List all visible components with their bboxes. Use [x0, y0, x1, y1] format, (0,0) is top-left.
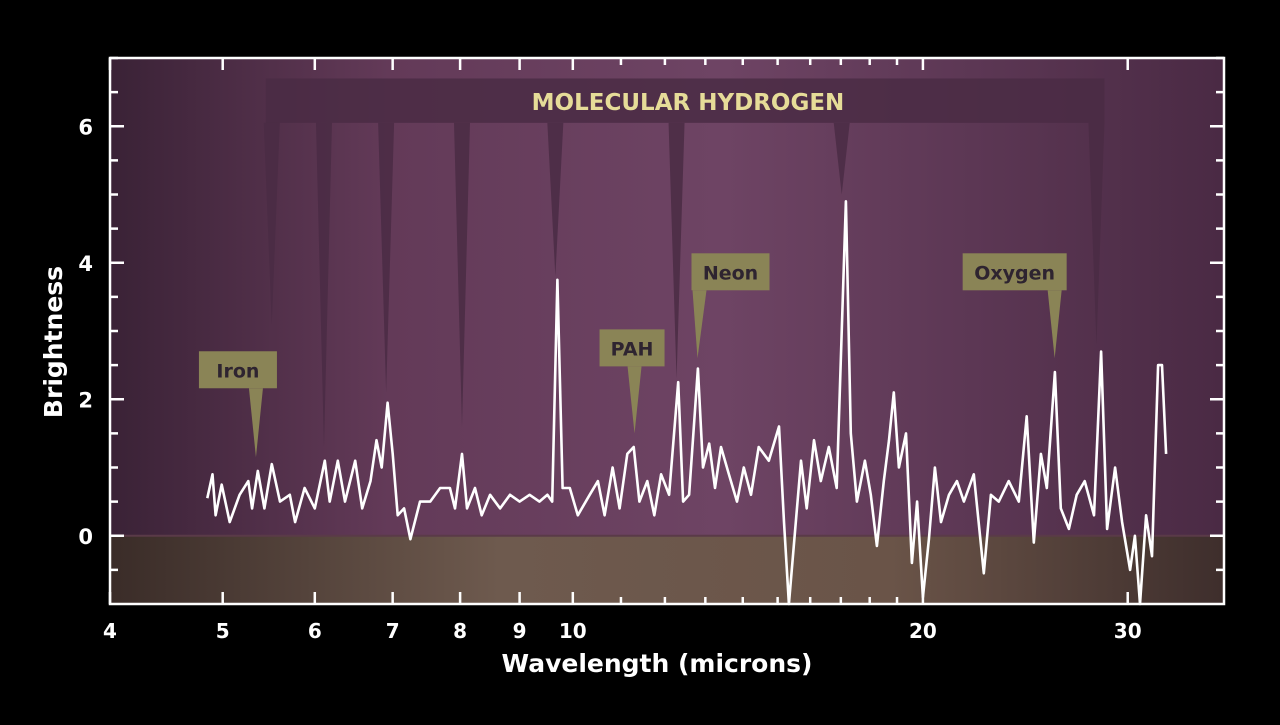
- x-axis-label: Wavelength (microns): [502, 649, 813, 678]
- y-tick-label: 6: [78, 115, 93, 139]
- annotation-oxygen: Oxygen: [962, 253, 1067, 359]
- label-box: [691, 253, 770, 291]
- x-tick-label: 20: [909, 619, 937, 643]
- molecular-hydrogen-bracket: [110, 78, 1224, 537]
- h2-line-marker: [668, 122, 685, 379]
- y-axis-label: Brightness: [39, 266, 68, 418]
- below-zero-band: [110, 535, 1224, 604]
- h2-line-marker: [315, 122, 332, 448]
- annotation-iron: Iron: [198, 351, 277, 458]
- h2-band: [265, 78, 1105, 123]
- annotation-neon: Neon: [691, 253, 770, 359]
- y-tick-label: 0: [78, 525, 93, 549]
- x-tick-label: 5: [216, 619, 230, 643]
- x-tick-label: 8: [453, 619, 467, 643]
- h2-line-marker: [263, 122, 280, 325]
- x-tick-label: 9: [513, 619, 527, 643]
- x-tick-label: 4: [103, 619, 117, 643]
- plot-frame: [108, 56, 1226, 606]
- annotation-pah: PAH: [599, 329, 665, 434]
- molecular-hydrogen-label: MOLECULAR HYDROGEN: [532, 90, 845, 116]
- y-tick-label: 2: [78, 388, 93, 412]
- label-pointer: [627, 366, 642, 434]
- h2-line-marker: [453, 122, 470, 427]
- annotation-label: Neon: [703, 262, 758, 284]
- label-box: [962, 253, 1067, 291]
- x-tick-label: 7: [386, 619, 400, 643]
- annotation-label: Oxygen: [974, 262, 1055, 284]
- label-pointer: [248, 388, 263, 458]
- label-pointer: [1047, 290, 1062, 359]
- annotation-label: Iron: [216, 360, 259, 382]
- x-tick-label: 6: [308, 619, 322, 643]
- x-tick-label: 10: [559, 619, 587, 643]
- label-box: [599, 329, 665, 367]
- h2-line-marker: [833, 122, 850, 195]
- y-tick-label: 4: [78, 252, 93, 276]
- annotation-label: PAH: [611, 338, 654, 360]
- h2-line-marker: [547, 122, 564, 277]
- x-tick-label: 30: [1114, 619, 1142, 643]
- plot-background: [110, 58, 1224, 604]
- h2-line-marker: [378, 122, 395, 393]
- label-box: [198, 351, 277, 389]
- spectrum-line: [206, 200, 1168, 606]
- label-pointer: [692, 290, 707, 359]
- h2-line-marker: [1088, 122, 1105, 345]
